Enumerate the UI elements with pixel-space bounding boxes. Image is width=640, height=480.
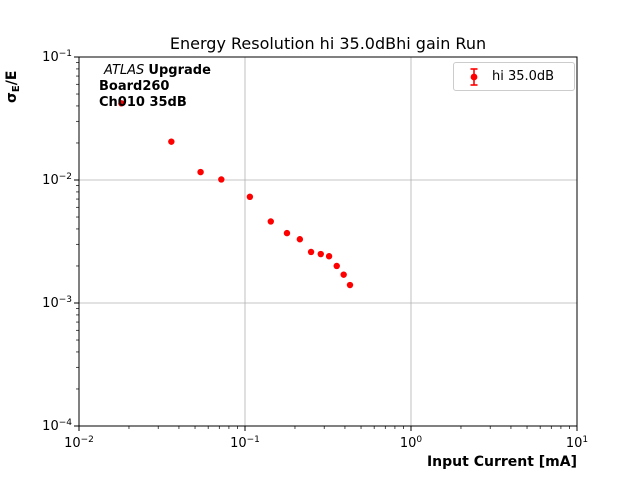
data-point [325,253,333,260]
x-tick-label: 10−1 [230,435,260,451]
data-point [333,262,340,270]
annotation-line-1: ATLAS Upgrade [104,63,211,79]
plot-annotation: ATLAS Upgrade Board260 Ch010 35dB [99,63,211,111]
x-axis-label: Input Current [mA] [426,454,577,470]
legend: hi 35.0dB [453,62,575,91]
annotation-atlas: ATLAS [104,63,145,78]
data-point [267,218,274,225]
annotation-line-3: Ch010 35dB [99,95,187,110]
annotation-upgrade: Upgrade [148,63,211,78]
legend-label: hi 35.0dB [492,69,555,84]
data-point [317,250,324,258]
data-point [296,236,304,243]
data-point [346,281,354,289]
data-point [307,248,315,256]
x-tick-label: 101 [566,435,588,451]
data-point [118,100,125,107]
x-tick-label: 10−2 [64,435,94,451]
data-point [246,193,254,201]
data-point [283,229,291,237]
data-point [168,138,175,145]
axes-border [78,56,578,427]
y-tick-label: 10−3 [42,295,72,311]
y-tick-label: 10−2 [42,172,72,188]
data-point [218,176,225,183]
x-tick-label: 100 [400,435,423,451]
annotation-line-2: Board260 [99,79,170,94]
errorbar-marker-icon [470,67,478,86]
chart-title: Energy Resolution hi 35.0dBhi gain Run [169,34,487,53]
y-tick-label: 10−4 [42,418,72,434]
data-point [340,271,347,278]
y-axis-label: σE/E [4,70,22,103]
y-tick-label: 10−1 [42,49,72,65]
data-point [197,168,204,176]
